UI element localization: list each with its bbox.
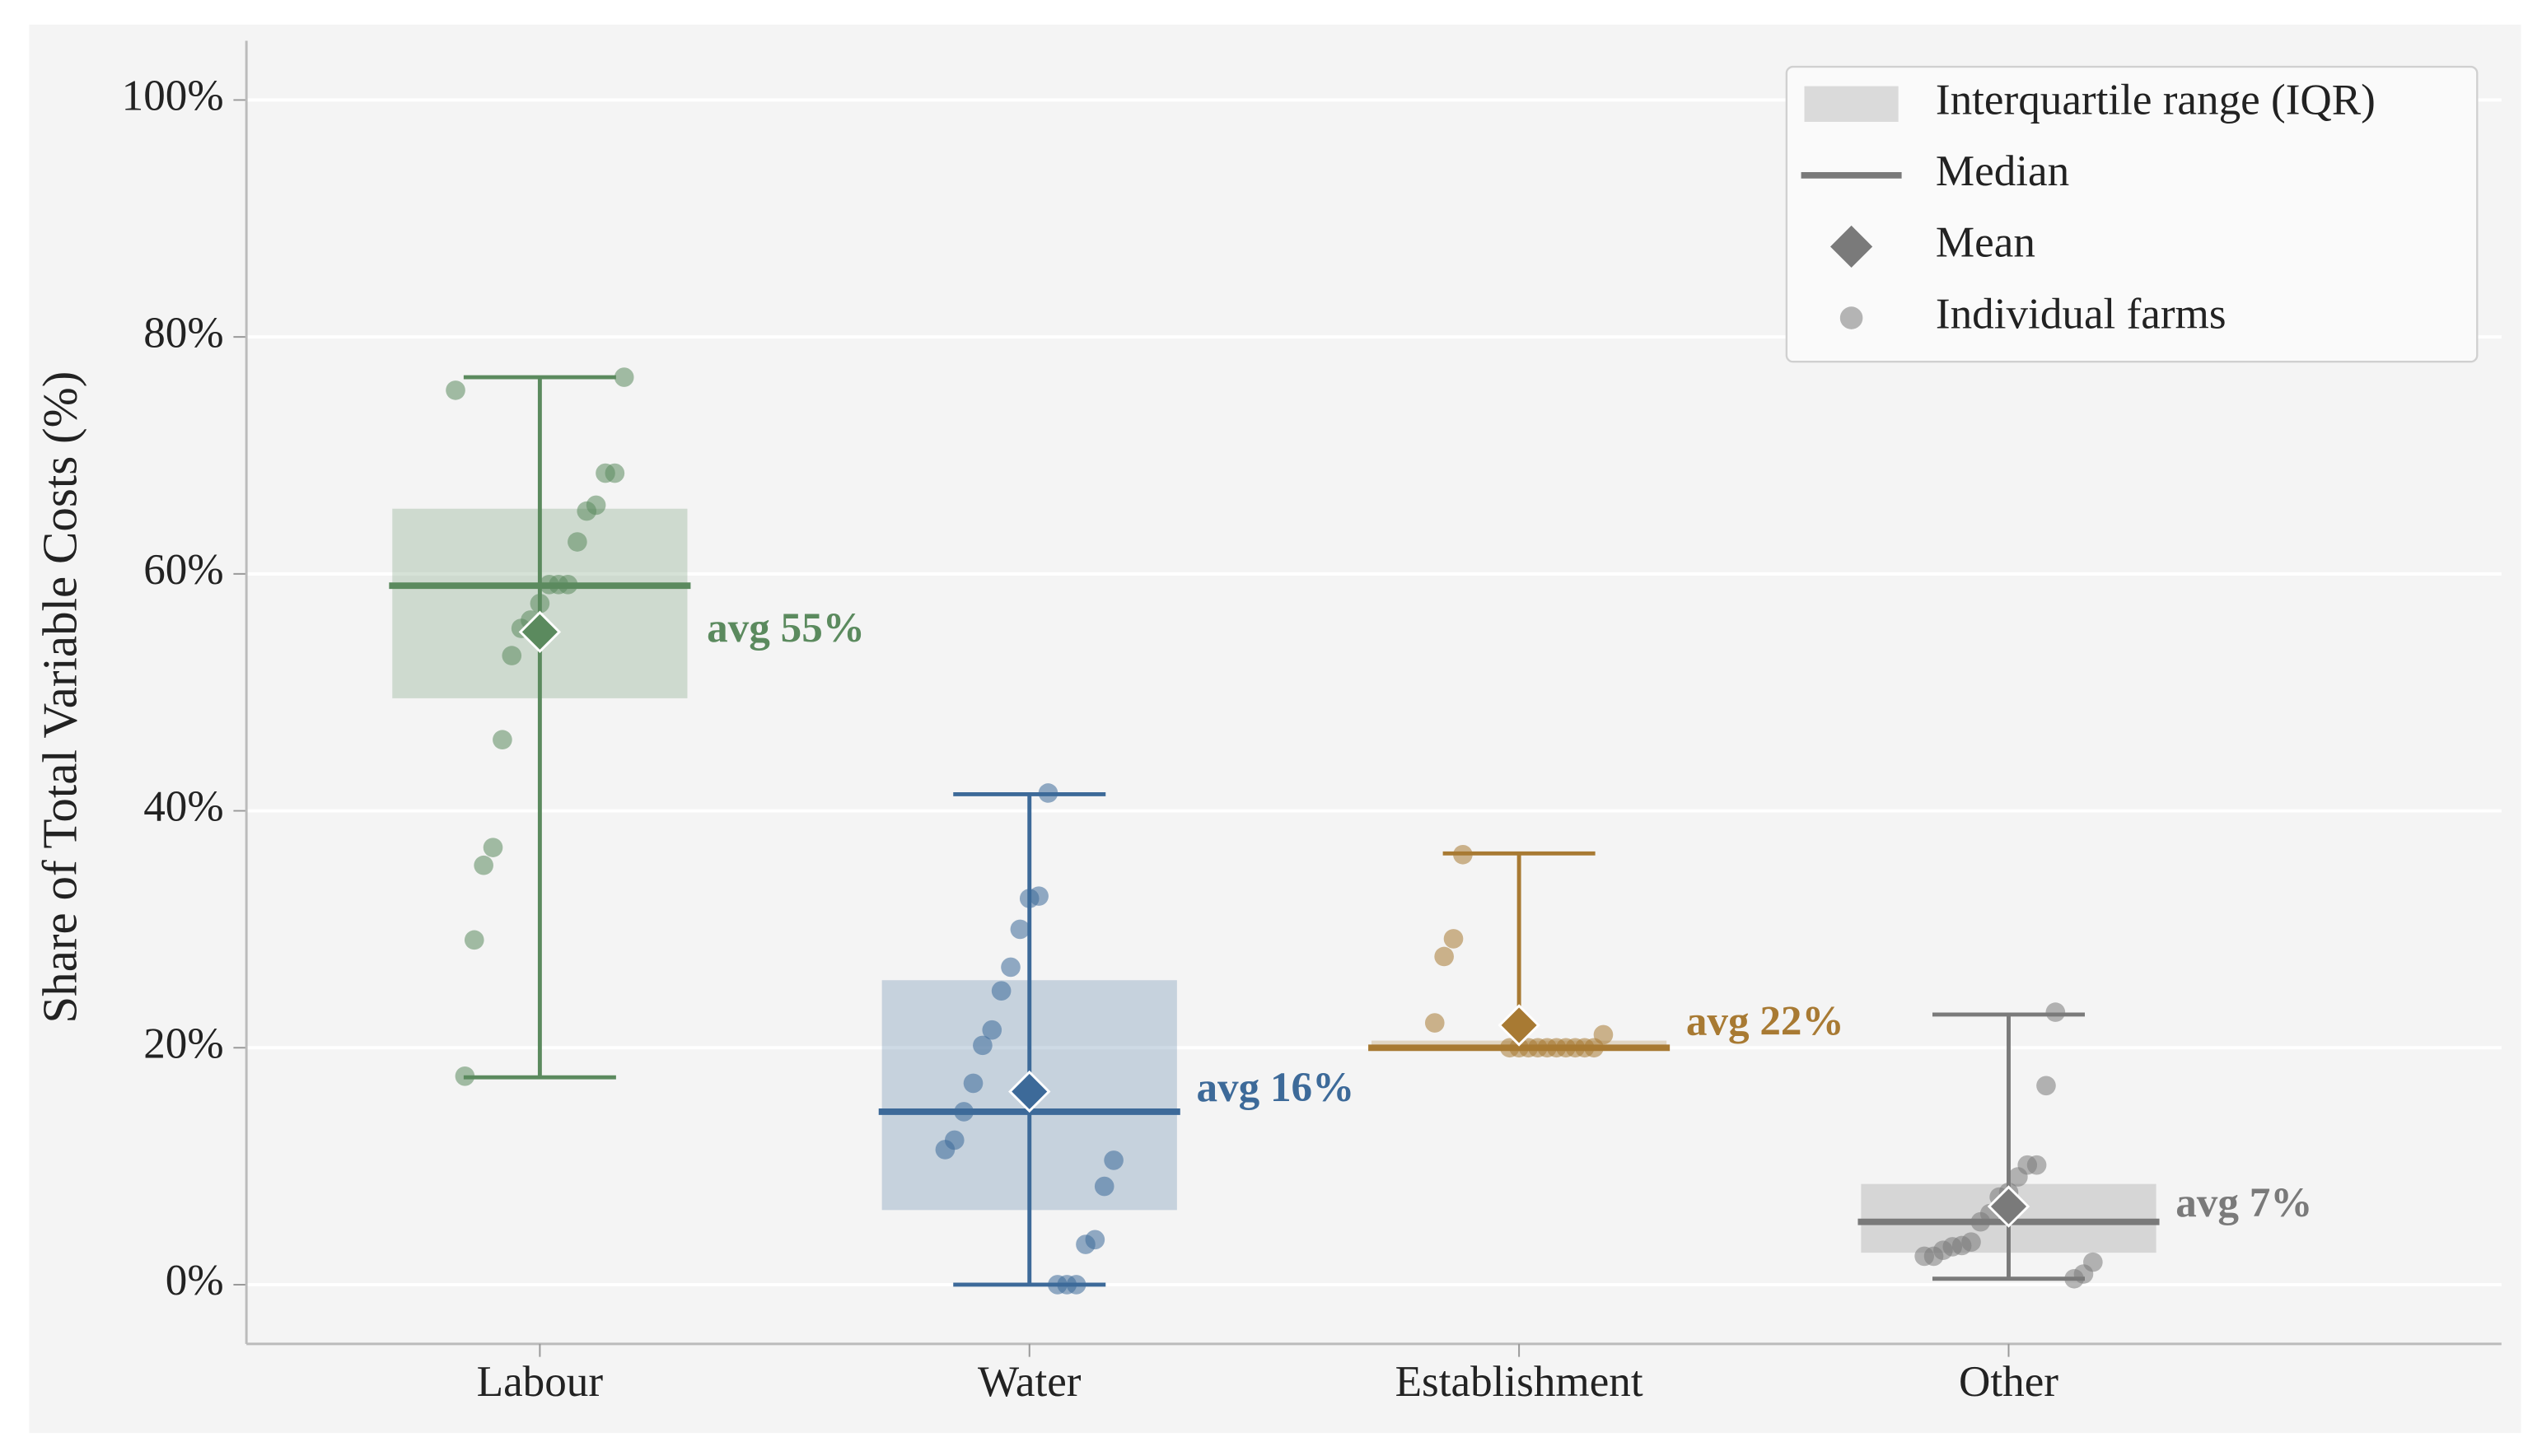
farm-point [577, 501, 597, 521]
y-tick-label: 80% [143, 309, 223, 357]
mean-marker [1498, 1004, 1540, 1047]
mean-label: avg 22% [1686, 998, 1844, 1045]
mean-label: avg 16% [1196, 1064, 1354, 1111]
farm-point [1094, 1176, 1114, 1197]
farm-point [1019, 889, 1040, 908]
x-tick-label: Labour [477, 1358, 604, 1406]
y-tick-label: 60% [143, 546, 223, 594]
y-tick-label: 20% [143, 1020, 223, 1067]
farm-point [2008, 1167, 2028, 1187]
farm-point [1443, 929, 1464, 949]
y-tick-label: 40% [143, 783, 223, 831]
farm-point [614, 367, 634, 387]
mean-label: avg 55% [707, 604, 865, 651]
farm-point [502, 646, 522, 665]
farm-point [2036, 1076, 2056, 1096]
farm-point [446, 380, 465, 400]
y-tick-label: 0% [166, 1257, 224, 1304]
farm-point [568, 532, 587, 552]
farm-point [1434, 946, 1454, 967]
farm-point [530, 594, 550, 614]
legend-point [1839, 306, 1863, 329]
mean-marker [1987, 1185, 2030, 1228]
farm-point [1048, 1275, 1068, 1295]
legend-label: Individual farms [1936, 290, 2227, 338]
mean-marker [1008, 1070, 1051, 1113]
y-tick-label: 100% [122, 72, 224, 120]
farm-point [596, 463, 615, 483]
farm-point [493, 730, 512, 750]
x-tick-label: Establishment [1395, 1358, 1643, 1406]
farm-point [1001, 957, 1021, 978]
farm-point [1038, 783, 1058, 803]
farm-point [935, 1140, 956, 1160]
farm-point [963, 1073, 984, 1094]
legend-iqr [1804, 86, 1899, 122]
legend-label: Mean [1936, 219, 2035, 267]
farm-point [1914, 1246, 1934, 1267]
farm-point [1104, 1150, 1124, 1170]
farm-point [483, 838, 503, 857]
mean-marker [518, 610, 562, 654]
farm-point [1424, 1013, 1445, 1033]
y-axis-label: Share of Total Variable Costs (%) [32, 371, 86, 1024]
mean-label: avg 7% [2175, 1179, 2312, 1226]
legend-label: Interquartile range (IQR) [1936, 76, 2376, 124]
farm-point [464, 930, 484, 950]
farm-point [1453, 844, 1473, 865]
farm-point [1010, 919, 1030, 940]
farm-point [2064, 1268, 2084, 1289]
farm-point [2045, 1002, 2066, 1022]
farm-point [982, 1020, 1002, 1040]
farm-point [973, 1035, 993, 1056]
x-tick-label: Water [978, 1358, 1082, 1406]
farm-point [991, 981, 1012, 1001]
farm-point [474, 855, 493, 875]
legend-box [1785, 65, 2479, 363]
farm-point [1076, 1234, 1096, 1254]
farm-point [455, 1066, 475, 1086]
legend-label: Median [1936, 147, 2069, 195]
x-tick-label: Other [1959, 1358, 2058, 1406]
